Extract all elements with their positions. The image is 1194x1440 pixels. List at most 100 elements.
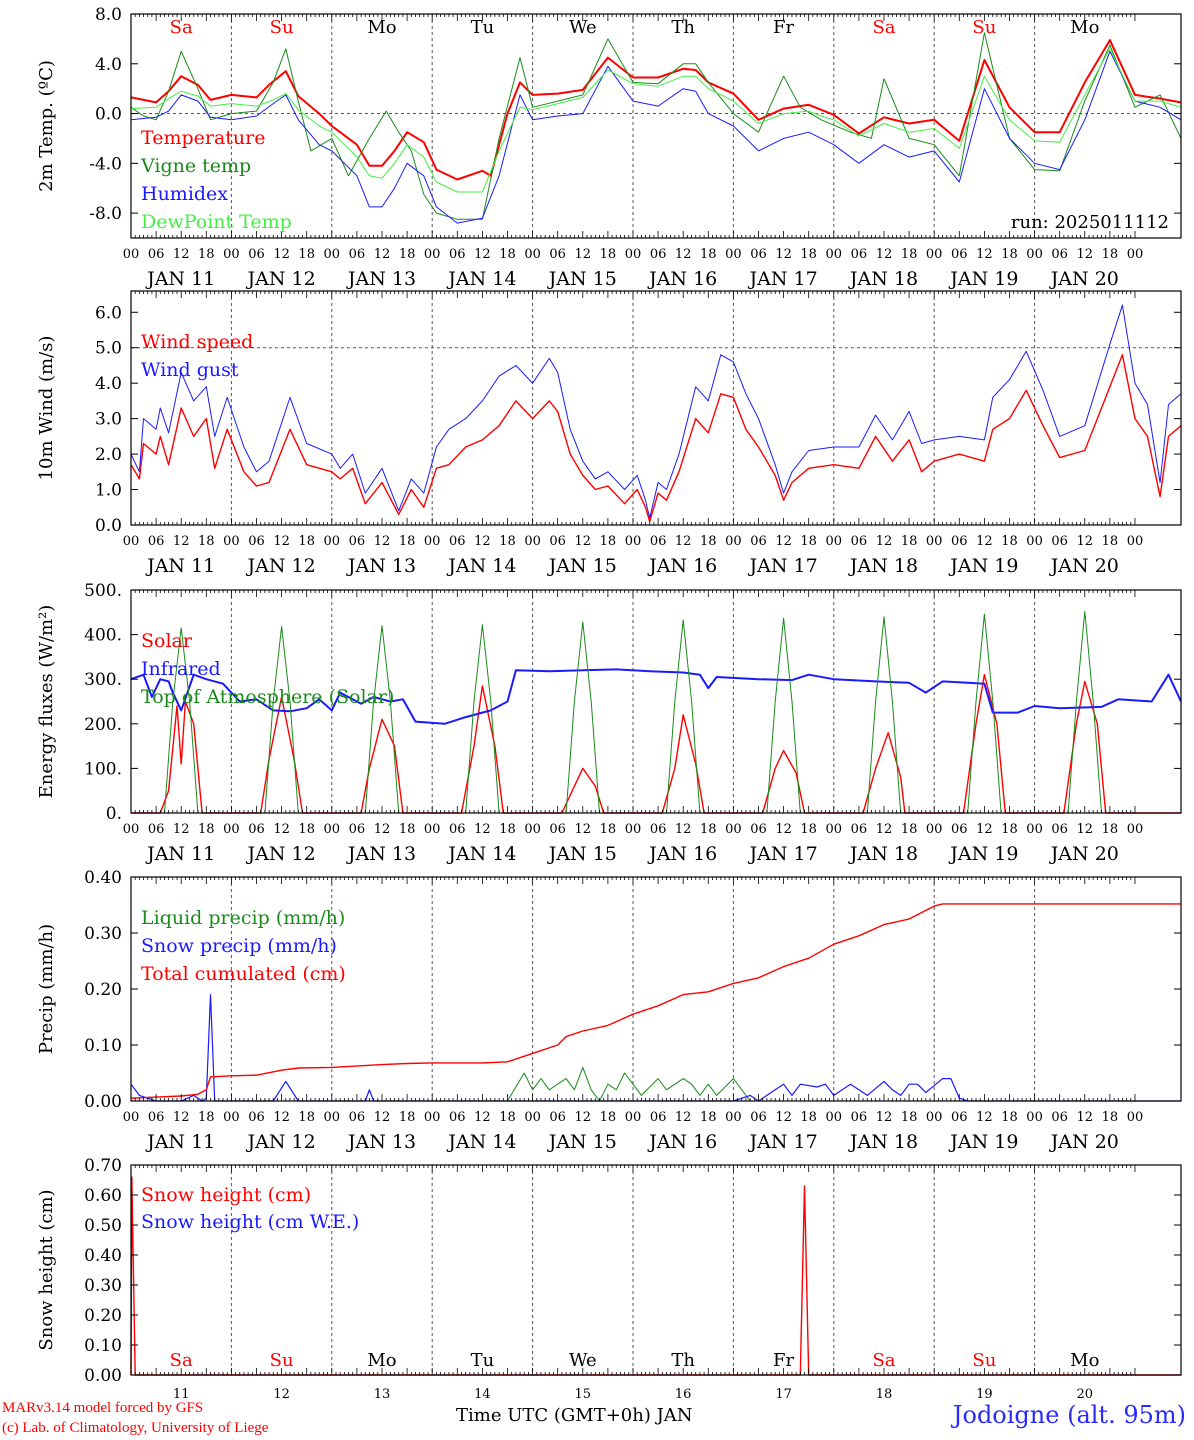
x-date-label: JAN 12 [246, 1131, 316, 1153]
y-tick-label: 1.0 [95, 481, 122, 501]
x-date-label: JAN 12 [246, 268, 316, 290]
legend-label: Temperature [141, 127, 265, 149]
x-hour-label: 00 [223, 534, 240, 549]
x-hour-label: 00 [324, 534, 341, 549]
x-hour-label: 06 [248, 1110, 265, 1125]
x-date-label: JAN 17 [747, 555, 817, 577]
x-hour-label: 12 [976, 1110, 993, 1125]
x-hour-label: 06 [449, 1110, 466, 1125]
x-hour-label: 18 [198, 247, 215, 262]
x-hour-label: 00 [1127, 534, 1144, 549]
x-date-label: JAN 18 [848, 555, 918, 577]
y-tick-label: 2.0 [95, 445, 122, 465]
y-tick-label: 200. [84, 715, 122, 735]
x-hour-label: 12 [273, 534, 290, 549]
x-day-number: 15 [575, 1387, 592, 1402]
x-hour-label: 18 [901, 1110, 918, 1125]
x-hour-label: 00 [826, 1110, 843, 1125]
x-hour-label: 06 [951, 1110, 968, 1125]
x-hour-label: 18 [600, 247, 617, 262]
weekday-label: Su [972, 1350, 996, 1371]
y-tick-label: 0. [106, 804, 122, 824]
x-date-label: JAN 15 [547, 1131, 617, 1153]
x-hour-label: 12 [976, 534, 993, 549]
x-hour-label: 18 [600, 1110, 617, 1125]
x-hour-label: 06 [750, 1110, 767, 1125]
x-hour-label: 18 [399, 534, 416, 549]
x-day-number: 17 [775, 1387, 792, 1402]
x-day-number: 11 [173, 1387, 190, 1402]
y-axis-label: Energy fluxes (W/m²) [36, 605, 57, 799]
x-hour-label: 18 [800, 247, 817, 262]
plot-frame [130, 589, 1182, 814]
x-hour-label: 06 [650, 247, 667, 262]
plot-frame [130, 13, 1182, 239]
x-hour-label: 00 [324, 822, 341, 837]
weekday-label: We [569, 17, 597, 38]
x-hour-label: 00 [1127, 247, 1144, 262]
legend-label: Total cumulated (cm) [141, 963, 346, 985]
weekday-label: Mo [367, 1350, 396, 1371]
x-hour-label: 06 [449, 247, 466, 262]
x-hour-label: 12 [173, 822, 190, 837]
legend-label: Solar [141, 630, 193, 652]
x-hour-label: 00 [524, 534, 541, 549]
x-hour-label: 12 [173, 534, 190, 549]
x-hour-label: 00 [625, 1110, 642, 1125]
x-hour-label: 18 [1001, 822, 1018, 837]
x-hour-label: 06 [248, 822, 265, 837]
x-date-label: JAN 14 [446, 555, 516, 577]
x-hour-label: 06 [750, 247, 767, 262]
legend-label: DewPoint Temp [141, 211, 292, 233]
legend-label: Humidex [141, 183, 228, 205]
x-date-label: JAN 13 [346, 1131, 416, 1153]
x-hour-label: 06 [248, 534, 265, 549]
x-hour-label: 12 [976, 247, 993, 262]
legend-label: Wind speed [141, 331, 253, 353]
series-line-vigne-temp [130, 32, 1182, 220]
x-hour-label: 12 [976, 822, 993, 837]
x-hour-label: 06 [750, 822, 767, 837]
y-tick-label: -8.0 [89, 204, 122, 224]
y-tick-label: 0.70 [84, 1156, 122, 1176]
x-date-label: JAN 17 [747, 843, 817, 865]
x-hour-label: 06 [1051, 534, 1068, 549]
plot-frame [130, 290, 1182, 526]
series-line-wind-speed [130, 354, 1182, 523]
x-hour-label: 18 [901, 534, 918, 549]
x-hour-label: 18 [901, 247, 918, 262]
x-hour-label: 18 [700, 247, 717, 262]
x-hour-label: 06 [549, 534, 566, 549]
x-date-label: JAN 13 [346, 843, 416, 865]
x-hour-label: 06 [148, 534, 165, 549]
y-axis-label: 10m Wind (m/s) [36, 336, 57, 481]
x-date-label: JAN 19 [948, 1131, 1018, 1153]
x-hour-label: 12 [173, 247, 190, 262]
weekday-label: Mo [1070, 1350, 1099, 1371]
x-hour-label: 18 [298, 1110, 315, 1125]
y-tick-label: 300. [84, 670, 122, 690]
x-hour-label: 00 [1026, 822, 1043, 837]
x-hour-label: 18 [399, 1110, 416, 1125]
x-hour-label: 18 [499, 534, 516, 549]
x-hour-label: 18 [499, 247, 516, 262]
x-hour-label: 06 [650, 1110, 667, 1125]
x-hour-label: 00 [123, 247, 140, 262]
x-hour-label: 06 [549, 1110, 566, 1125]
x-hour-label: 06 [851, 534, 868, 549]
x-hour-label: 18 [800, 822, 817, 837]
x-hour-label: 00 [926, 822, 943, 837]
x-hour-label: 18 [800, 1110, 817, 1125]
x-hour-label: 18 [600, 822, 617, 837]
weekday-label: Sa [170, 17, 193, 38]
x-hour-label: 00 [123, 822, 140, 837]
legend-label: Snow height (cm) [141, 1184, 311, 1206]
footer-model-credit: MARv3.14 model forced by GFS [2, 1400, 204, 1416]
x-hour-label: 12 [1077, 247, 1094, 262]
x-day-number: 13 [374, 1387, 391, 1402]
x-date-label: JAN 17 [747, 268, 817, 290]
x-hour-label: 06 [549, 247, 566, 262]
x-hour-label: 12 [374, 534, 391, 549]
x-hour-label: 00 [524, 247, 541, 262]
legend-label: Liquid precip (mm/h) [141, 907, 345, 929]
